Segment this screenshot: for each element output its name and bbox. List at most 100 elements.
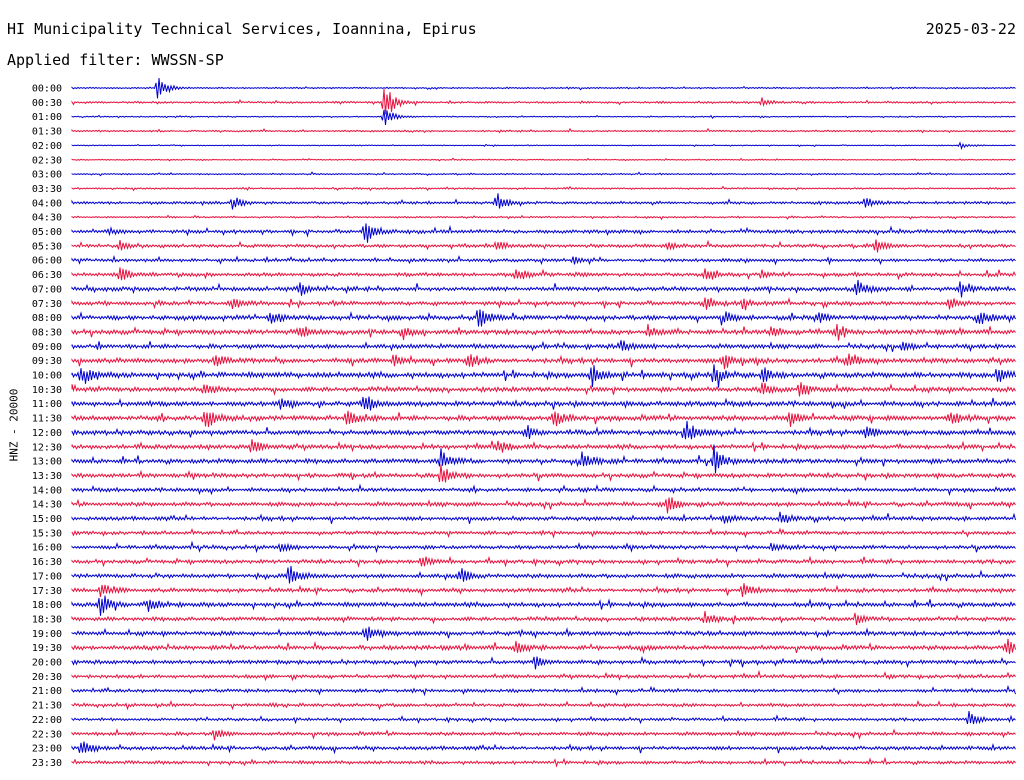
trace-line <box>71 711 1016 725</box>
trace-line <box>71 88 1016 115</box>
trace-line <box>71 340 1016 353</box>
row-label: 18:00 <box>32 600 62 611</box>
trace-line <box>71 638 1016 655</box>
row-label: 16:00 <box>32 543 62 554</box>
row-label: 06:00 <box>32 256 62 267</box>
trace-line <box>71 444 1016 474</box>
trace-line <box>71 171 1016 177</box>
trace-line <box>71 595 1016 616</box>
trace-line <box>71 655 1016 670</box>
trace-line <box>71 464 1016 483</box>
row-label: 15:00 <box>32 514 62 525</box>
row-label: 10:30 <box>32 385 62 396</box>
row-label: 13:30 <box>32 471 62 482</box>
row-label: 07:00 <box>32 284 62 295</box>
row-label: 23:00 <box>32 744 62 755</box>
trace-line <box>71 364 1016 388</box>
trace-line <box>71 540 1016 554</box>
trace-line <box>71 583 1016 598</box>
trace-line <box>71 699 1016 711</box>
trace-line <box>71 78 1016 99</box>
row-label: 08:30 <box>32 327 62 338</box>
trace-line <box>71 511 1016 524</box>
trace-line <box>71 497 1016 514</box>
trace-line <box>71 396 1016 411</box>
trace-line <box>71 214 1016 221</box>
row-label: 01:00 <box>32 112 62 123</box>
chart-title: HI Municipality Technical Services, Ioan… <box>7 20 477 38</box>
trace-line <box>71 193 1016 210</box>
trace-line <box>71 323 1016 341</box>
row-label: 19:00 <box>32 629 62 640</box>
row-label: 17:30 <box>32 586 62 597</box>
row-label: 20:00 <box>32 658 62 669</box>
trace-line <box>71 626 1016 641</box>
row-labels: 00:00 00:30 01:00 01:30 02:00 02:30 03:00 03:30… <box>32 84 62 769</box>
row-label: 20:30 <box>32 672 62 683</box>
row-label: 11:30 <box>32 414 62 425</box>
row-label: 04:30 <box>32 213 62 224</box>
row-label: 23:30 <box>32 758 62 769</box>
trace-line <box>71 109 1016 125</box>
row-label: 02:00 <box>32 141 62 152</box>
trace-line <box>71 141 1016 151</box>
trace-line <box>71 611 1016 626</box>
chart-date: 2025-03-22 <box>925 20 1016 38</box>
row-label: 14:30 <box>32 500 62 511</box>
trace-line <box>71 483 1016 497</box>
row-label: 00:30 <box>32 98 62 109</box>
trace-line <box>71 439 1016 453</box>
row-label: 18:30 <box>32 614 62 625</box>
traces <box>71 78 1016 768</box>
row-label: 04:00 <box>32 198 62 209</box>
trace-line <box>71 728 1016 741</box>
row-label: 11:00 <box>32 399 62 410</box>
trace-line <box>71 741 1016 755</box>
row-label: 02:30 <box>32 155 62 166</box>
trace-line <box>71 684 1016 697</box>
trace-line <box>71 239 1016 253</box>
row-label: 09:00 <box>32 342 62 353</box>
trace-line <box>71 410 1016 428</box>
row-label: 08:00 <box>32 313 62 324</box>
row-label: 13:00 <box>32 457 62 468</box>
trace-line <box>71 565 1016 584</box>
row-label: 12:00 <box>32 428 62 439</box>
row-label: 07:30 <box>32 299 62 310</box>
row-label: 15:30 <box>32 528 62 539</box>
row-label: 14:00 <box>32 485 62 496</box>
trace-line <box>71 254 1016 266</box>
trace-line <box>71 353 1016 370</box>
row-label: 21:30 <box>32 701 62 712</box>
row-label: 22:00 <box>32 715 62 726</box>
trace-line <box>71 223 1016 243</box>
row-label: 17:00 <box>32 571 62 582</box>
row-label: 03:30 <box>32 184 62 195</box>
row-label: 05:30 <box>32 241 62 252</box>
row-label: 22:30 <box>32 729 62 740</box>
row-label: 12:30 <box>32 442 62 453</box>
trace-line <box>71 157 1016 162</box>
row-label: 01:30 <box>32 127 62 138</box>
trace-line <box>71 267 1016 281</box>
trace-line <box>71 669 1016 682</box>
row-label: 00:00 <box>32 84 62 95</box>
trace-line <box>71 185 1016 192</box>
row-label: 16:30 <box>32 557 62 568</box>
row-label: 19:30 <box>32 643 62 654</box>
trace-line <box>71 527 1016 539</box>
row-label: 09:30 <box>32 356 62 367</box>
trace-line <box>71 309 1016 327</box>
trace-line <box>71 382 1016 397</box>
row-label: 03:00 <box>32 170 62 181</box>
trace-line <box>71 279 1016 298</box>
trace-line <box>71 555 1016 568</box>
row-label: 10:00 <box>32 371 62 382</box>
filter-label: Applied filter: WWSSN-SP <box>7 51 224 69</box>
row-label: 21:00 <box>32 686 62 697</box>
trace-line <box>71 297 1016 311</box>
row-label: 05:00 <box>32 227 62 238</box>
row-label: 06:30 <box>32 270 62 281</box>
trace-line <box>71 127 1016 134</box>
